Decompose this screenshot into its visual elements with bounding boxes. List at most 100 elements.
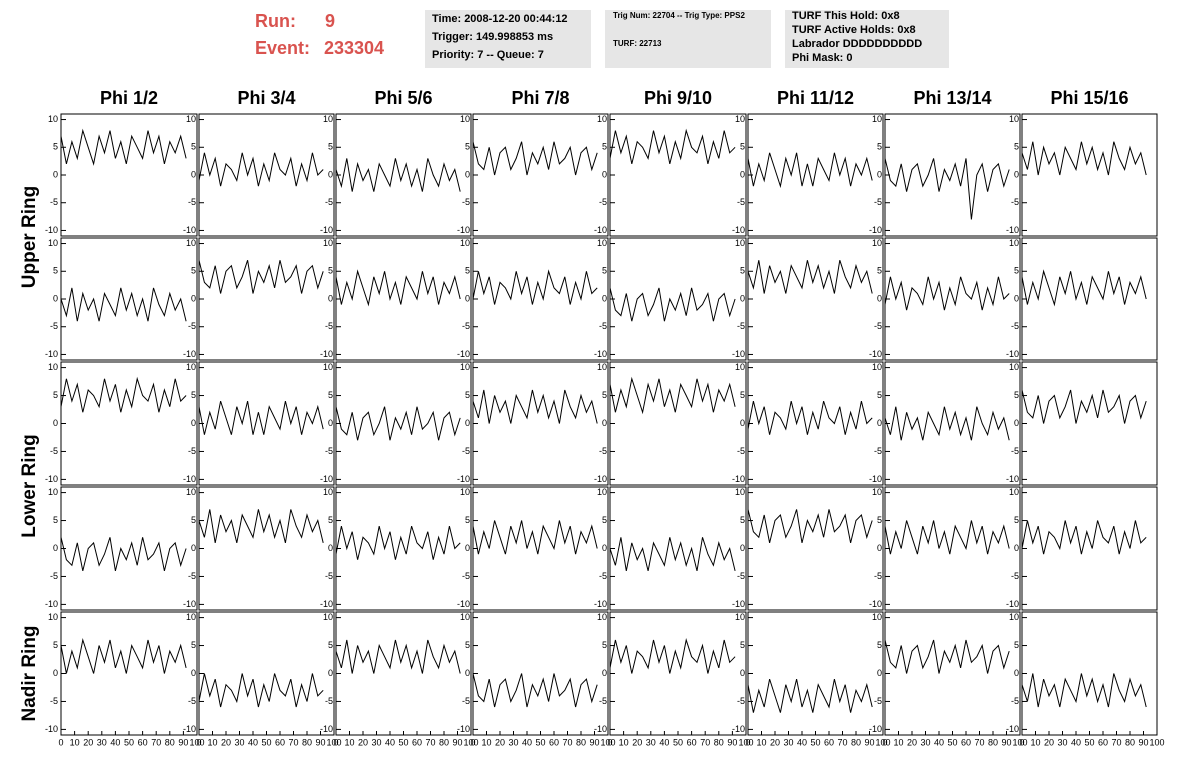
y-tick-label: -10: [594, 724, 607, 734]
panel: [884, 486, 1021, 611]
x-tick-label: 40: [385, 737, 395, 747]
x-tick-label: 0: [1019, 737, 1024, 747]
x-tick-label: 10: [756, 737, 766, 747]
y-tick-label: -10: [869, 349, 882, 359]
y-tick-label: 0: [53, 169, 58, 179]
waveform: [1021, 269, 1147, 307]
x-tick-label: 90: [1138, 737, 1148, 747]
y-tick-label: -5: [1011, 696, 1019, 706]
y-tick-label: 10: [872, 238, 882, 248]
waveform: [747, 509, 873, 544]
y-tick-label: 10: [1009, 487, 1019, 497]
waveform: [198, 260, 324, 294]
y-tick-label: -5: [50, 696, 58, 706]
waveform: [747, 152, 873, 189]
y-tick-label: 5: [328, 515, 333, 525]
y-tick-label: 5: [53, 515, 58, 525]
panel: [609, 237, 747, 361]
y-tick-label: -10: [594, 599, 607, 609]
y-tick-label: 10: [48, 612, 58, 622]
x-tick-label: 50: [673, 737, 683, 747]
panel: [1021, 361, 1158, 486]
x-tick-label: 100: [189, 737, 204, 747]
panel: [335, 611, 472, 736]
x-tick-label: 40: [248, 737, 258, 747]
y-tick-label: -5: [737, 571, 745, 581]
waveform: [472, 141, 598, 176]
y-tick-label: -5: [325, 696, 333, 706]
waveform: [198, 152, 324, 187]
panel: [747, 361, 884, 486]
y-tick-label: -10: [457, 599, 470, 609]
row-title: Nadir Ring: [19, 625, 40, 721]
y-tick-label: -5: [325, 197, 333, 207]
y-tick-label: -10: [320, 349, 333, 359]
y-tick-label: -10: [183, 724, 196, 734]
x-tick-label: 20: [907, 737, 917, 747]
y-tick-label: -5: [462, 571, 470, 581]
y-tick-label: 5: [465, 266, 470, 276]
y-tick-label: 10: [460, 114, 470, 124]
panel: [884, 611, 1021, 736]
x-tick-label: 0: [58, 737, 63, 747]
x-tick-label: 70: [700, 737, 710, 747]
x-tick-label: 30: [371, 737, 381, 747]
x-tick-label: 70: [425, 737, 435, 747]
y-tick-label: 0: [1014, 543, 1019, 553]
y-tick-label: 5: [53, 640, 58, 650]
y-tick-label: 5: [53, 266, 58, 276]
y-tick-label: -5: [874, 571, 882, 581]
waveform: [1021, 520, 1147, 555]
y-tick-label: 5: [465, 390, 470, 400]
y-tick-label: 0: [465, 293, 470, 303]
y-tick-label: 0: [191, 543, 196, 553]
y-tick-label: -10: [594, 474, 607, 484]
y-tick-label: 0: [465, 418, 470, 428]
x-tick-label: 20: [221, 737, 231, 747]
y-tick-label: 0: [53, 293, 58, 303]
waveform: [335, 406, 461, 441]
y-tick-label: 0: [465, 668, 470, 678]
waveform: [60, 638, 187, 674]
y-tick-label: 10: [186, 612, 196, 622]
y-tick-label: -5: [1011, 446, 1019, 456]
y-tick-label: 0: [191, 169, 196, 179]
y-tick-label: -10: [320, 474, 333, 484]
y-tick-label: 0: [328, 169, 333, 179]
y-tick-label: -10: [320, 599, 333, 609]
waveform: [472, 673, 598, 708]
y-tick-label: -5: [599, 446, 607, 456]
x-tick-label: 70: [837, 737, 847, 747]
y-tick-label: 10: [597, 238, 607, 248]
y-tick-label: 10: [460, 238, 470, 248]
y-tick-label: 10: [1009, 114, 1019, 124]
y-tick-label: -5: [874, 197, 882, 207]
x-tick-label: 100: [463, 737, 478, 747]
y-tick-label: -10: [457, 225, 470, 235]
x-tick-label: 60: [138, 737, 148, 747]
y-tick-label: 10: [597, 114, 607, 124]
panel: [198, 361, 335, 486]
y-tick-label: -5: [1011, 571, 1019, 581]
x-tick-label: 60: [549, 737, 559, 747]
y-tick-label: -10: [1006, 724, 1019, 734]
y-tick-label: 0: [877, 418, 882, 428]
panel: [198, 113, 335, 237]
y-tick-label: -5: [50, 321, 58, 331]
y-tick-label: -5: [737, 696, 745, 706]
x-tick-label: 60: [275, 737, 285, 747]
y-tick-label: 5: [602, 266, 607, 276]
y-tick-label: 5: [602, 390, 607, 400]
y-tick-label: 5: [1014, 640, 1019, 650]
waveform: [884, 520, 1010, 555]
x-tick-label: 60: [687, 737, 697, 747]
y-tick-label: 0: [328, 293, 333, 303]
y-tick-label: -10: [869, 474, 882, 484]
y-tick-label: 0: [602, 668, 607, 678]
x-tick-label: 0: [745, 737, 750, 747]
y-tick-label: 10: [186, 238, 196, 248]
x-tick-label: 80: [1125, 737, 1135, 747]
panel: [60, 611, 198, 736]
y-tick-label: 5: [602, 142, 607, 152]
